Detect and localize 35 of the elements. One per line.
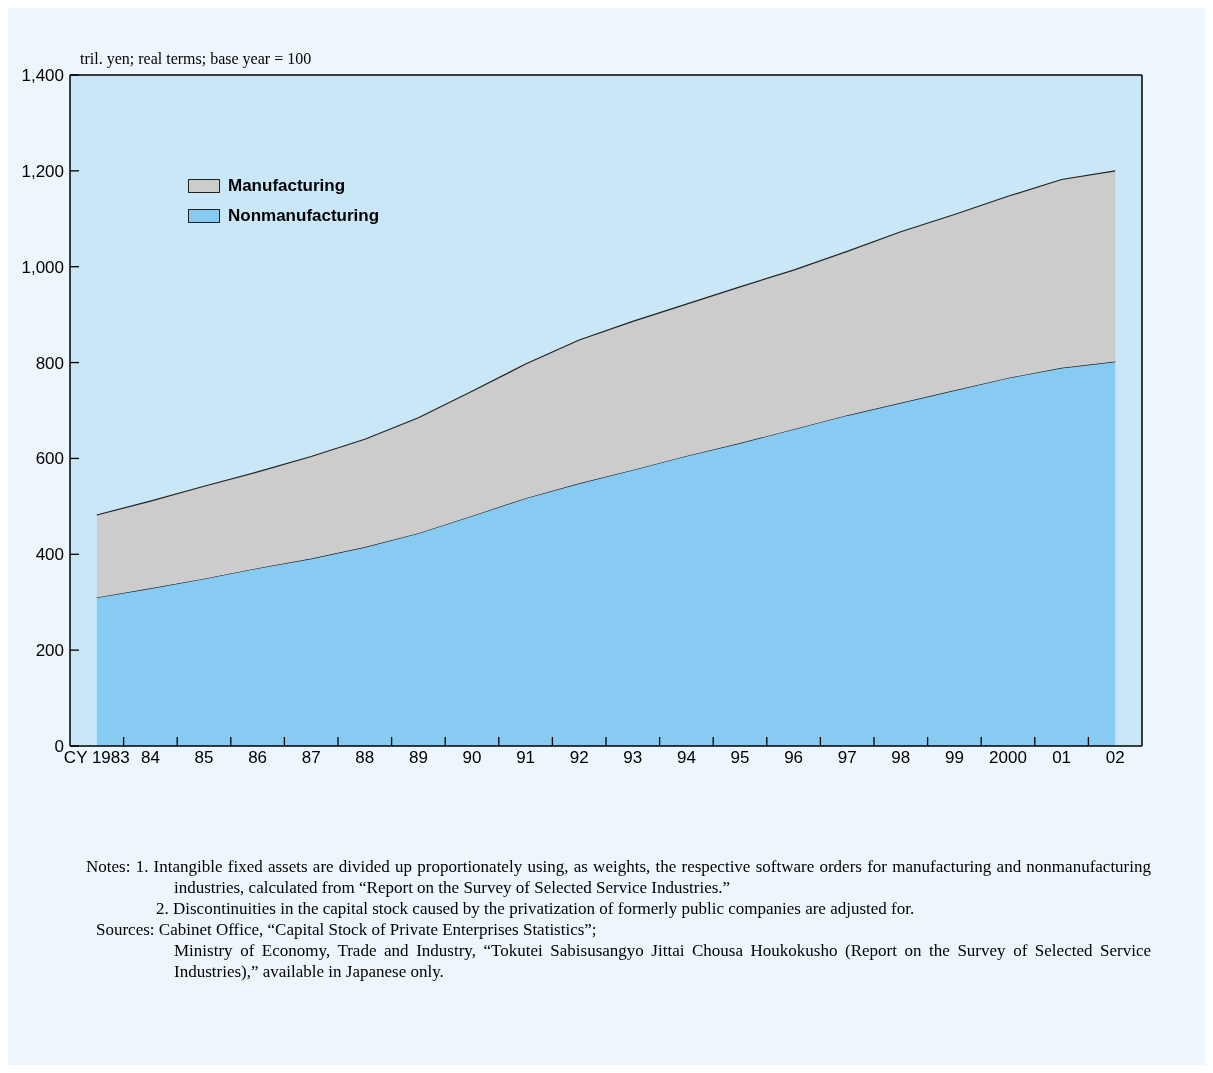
text: 2. Discontinuities in the capital stock caused by the privatization of formerly public companies are adjusted for. xyxy=(155,898,916,919)
x-tick-label: 99 xyxy=(944,748,964,767)
text: Notes: 1. Intangible fixed assets are divided up proportionately using, as weights, the respective software orders for manufacturing and nonmanufacturing industries, calculated from “Report on the Survey of Selected Service Industries.” xyxy=(86,856,1151,898)
y-tick-label: 800 xyxy=(35,353,64,373)
x-tick-label: 95 xyxy=(730,748,750,767)
text: Ministry of Economy, Trade and Industry, “Tokutei Sabisusangyo Jittai Chousa Houkokusho (Report on the Survey of Selected Service Industries),” available in Japanese only. xyxy=(173,940,1151,982)
y-tick-label: 1,400 xyxy=(21,66,64,85)
x-tick-label: 2000 xyxy=(989,748,1027,767)
x-tick-label: 87 xyxy=(301,748,321,767)
source-note: Sources: Cabinet Office, “Capital Stock of Private Enterprises Statistics”; xyxy=(95,919,598,940)
x-tick-label: 97 xyxy=(837,748,857,767)
x-tick-label: 92 xyxy=(569,748,589,767)
y-tick-label: 1,000 xyxy=(21,257,64,277)
x-tick-label: 98 xyxy=(891,748,911,767)
x-tick-label: 96 xyxy=(784,748,804,767)
x-tick-label: 85 xyxy=(194,748,214,767)
y-tick-label: 400 xyxy=(35,545,64,565)
x-tick-label: 89 xyxy=(408,748,428,767)
x-tick-label: 94 xyxy=(676,748,696,767)
legend-label: Manufacturing xyxy=(228,176,346,196)
y-axis-title: tril. yen; real terms; base year = 100 xyxy=(80,50,312,68)
y-tick-label: 200 xyxy=(35,641,64,661)
x-tick-label: 02 xyxy=(1105,748,1125,767)
x-tick-label: 01 xyxy=(1052,748,1072,767)
y-tick-label: 1,200 xyxy=(21,161,64,181)
x-tick-label: 90 xyxy=(462,748,482,767)
x-tick-label: 91 xyxy=(516,748,536,767)
x-tick-label: 88 xyxy=(355,748,375,767)
x-tick-label: CY 1983 xyxy=(63,748,130,767)
x-tick-label: 86 xyxy=(248,748,268,767)
legend-label: Nonmanufacturing xyxy=(228,206,380,226)
y-tick-label: 600 xyxy=(35,449,64,469)
x-tick-label: 93 xyxy=(623,748,643,767)
y-tick-label: 0 xyxy=(54,737,64,756)
x-tick-label: 84 xyxy=(140,748,160,767)
